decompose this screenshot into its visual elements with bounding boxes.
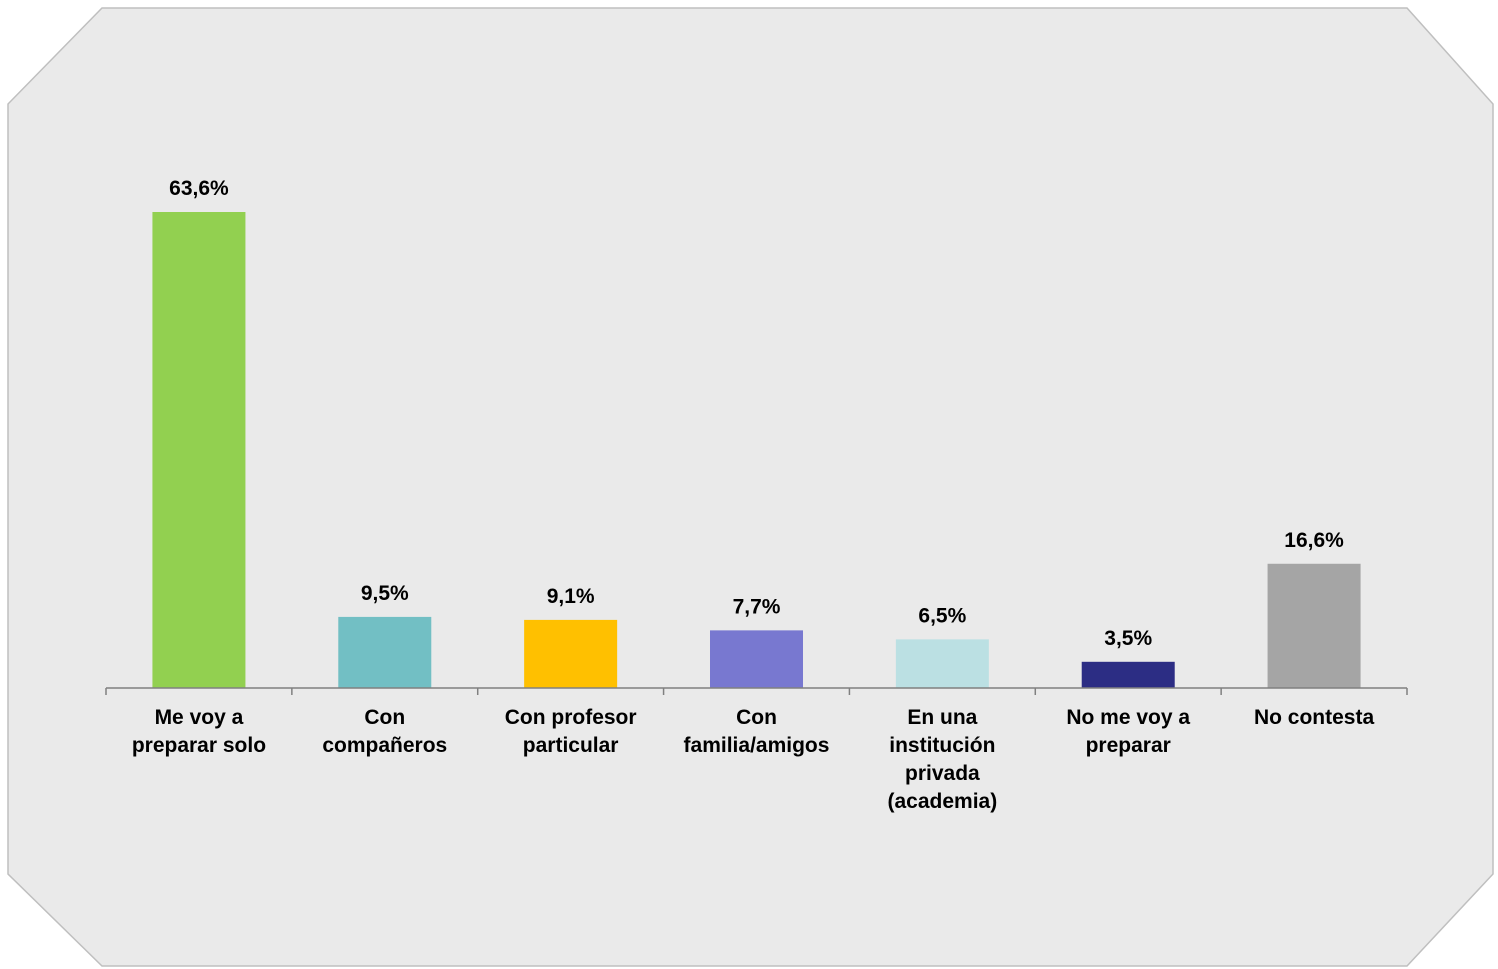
bar <box>524 619 618 688</box>
category-label: Me voy a <box>155 706 244 729</box>
category-labels-layer: Me voy a preparar solo Con compañeros Con pr… <box>132 706 1375 813</box>
bar-value-label: 6,5% <box>918 604 966 627</box>
bar-value-label: 9,5% <box>361 582 409 605</box>
category-label: No me voy a <box>1066 706 1190 729</box>
chart-background <box>7 7 1494 967</box>
bar <box>895 639 989 688</box>
bars-layer <box>152 212 1361 688</box>
bar-value-label: 16,6% <box>1284 529 1344 552</box>
category-label: privada <box>905 762 980 785</box>
bar <box>152 212 246 688</box>
category-label: familia/amigos <box>684 734 830 757</box>
category-label: preparar <box>1086 734 1171 757</box>
category-label: institución <box>889 734 995 757</box>
category-label: Con profesor <box>505 706 637 729</box>
category-label: Con <box>364 706 405 729</box>
bar <box>710 630 803 688</box>
category-label: No contesta <box>1254 706 1375 729</box>
category-label: (academia) <box>887 790 997 813</box>
bar-value-label: 9,1% <box>547 585 595 608</box>
bar <box>1081 661 1175 688</box>
bar-value-label: 3,5% <box>1104 627 1152 650</box>
bar <box>1267 563 1361 688</box>
category-label: preparar solo <box>132 734 266 757</box>
x-axis-ticks <box>105 688 1408 695</box>
bar <box>338 616 432 688</box>
category-label: compañeros <box>322 734 447 757</box>
bar-value-label: 7,7% <box>733 595 781 618</box>
category-label: En una <box>907 706 977 729</box>
category-label: Con <box>736 706 777 729</box>
value-labels-layer: 63,6% 9,5% 9,1% 7,7% 6,5% 3,5% 16,6% <box>169 177 1344 650</box>
bar-value-label: 63,6% <box>169 177 229 200</box>
category-label: particular <box>523 734 619 757</box>
